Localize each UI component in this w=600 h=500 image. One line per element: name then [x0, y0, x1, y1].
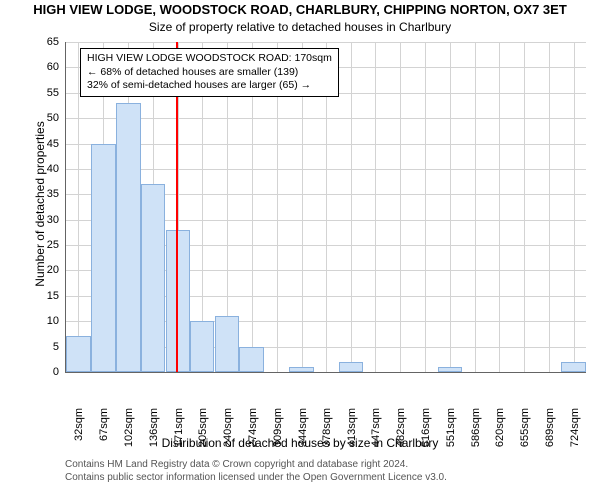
xtick-label: 344sqm [297, 408, 309, 458]
ytick-label: 5 [35, 341, 59, 353]
annotation-line-3: 32% of semi-detached houses are larger (… [87, 79, 332, 93]
bar [215, 316, 240, 372]
ytick-label: 65 [35, 36, 59, 48]
xtick-label: 413sqm [346, 408, 358, 458]
bar [561, 362, 586, 372]
bar [289, 367, 314, 372]
gridline-v [524, 42, 525, 372]
bar [438, 367, 463, 372]
xtick-label: 689sqm [544, 408, 556, 458]
annotation-line-2: ← 68% of detached houses are smaller (13… [87, 66, 332, 80]
ytick-label: 60 [35, 61, 59, 73]
bar [141, 184, 166, 372]
bar [66, 336, 91, 372]
y-axis-label: Number of detached properties [33, 94, 47, 314]
xtick-label: 205sqm [197, 408, 209, 458]
x-axis-label: Distribution of detached houses by size … [0, 436, 600, 450]
footer: Contains HM Land Registry data © Crown c… [65, 458, 447, 484]
ytick-label: 10 [35, 315, 59, 327]
xtick-label: 586sqm [470, 408, 482, 458]
xtick-label: 32sqm [73, 408, 85, 458]
footer-line-2: Contains public sector information licen… [65, 471, 447, 484]
xtick-label: 171sqm [173, 408, 185, 458]
gridline-v [450, 42, 451, 372]
xtick-label: 551sqm [445, 408, 457, 458]
xtick-label: 655sqm [519, 408, 531, 458]
xtick-label: 240sqm [222, 408, 234, 458]
gridline-v [549, 42, 550, 372]
chart-container: HIGH VIEW LODGE, WOODSTOCK ROAD, CHARLBU… [0, 0, 600, 500]
annotation-box: HIGH VIEW LODGE WOODSTOCK ROAD: 170sqm ←… [80, 48, 339, 97]
gridline-v [475, 42, 476, 372]
bar [339, 362, 364, 372]
gridline-v [499, 42, 500, 372]
bar [91, 144, 116, 372]
xtick-label: 102sqm [123, 408, 135, 458]
page-title: HIGH VIEW LODGE, WOODSTOCK ROAD, CHARLBU… [0, 2, 600, 17]
bar [239, 347, 264, 372]
xtick-label: 516sqm [420, 408, 432, 458]
footer-line-1: Contains HM Land Registry data © Crown c… [65, 458, 447, 471]
xtick-label: 482sqm [395, 408, 407, 458]
annotation-line-1: HIGH VIEW LODGE WOODSTOCK ROAD: 170sqm [87, 52, 332, 66]
xtick-label: 447sqm [370, 408, 382, 458]
chart-subtitle: Size of property relative to detached ho… [0, 20, 600, 34]
gridline-v [351, 42, 352, 372]
ytick-label: 0 [35, 366, 59, 378]
bar [190, 321, 215, 372]
gridline-v [574, 42, 575, 372]
xtick-label: 378sqm [321, 408, 333, 458]
xtick-label: 620sqm [494, 408, 506, 458]
xtick-label: 136sqm [148, 408, 160, 458]
xtick-label: 309sqm [272, 408, 284, 458]
gridline-v [425, 42, 426, 372]
gridline-v [400, 42, 401, 372]
xtick-label: 67sqm [98, 408, 110, 458]
gridline-v [375, 42, 376, 372]
xtick-label: 274sqm [247, 408, 259, 458]
bar [116, 103, 141, 372]
xtick-label: 724sqm [569, 408, 581, 458]
